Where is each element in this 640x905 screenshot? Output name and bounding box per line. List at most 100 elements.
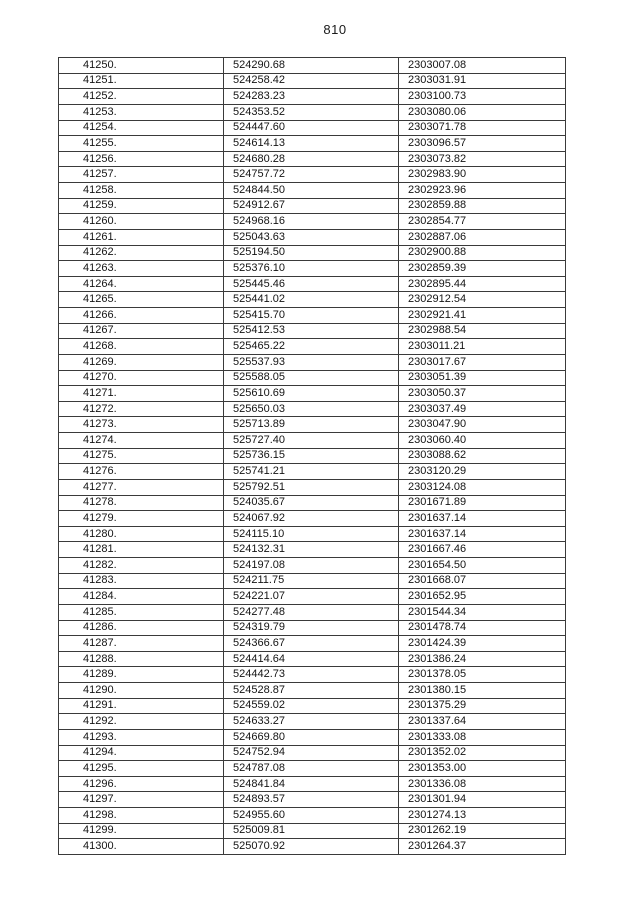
x-coordinate-cell: 525792.51 (223, 478, 399, 496)
point-id-cell: 41256. (58, 150, 224, 168)
point-id-cell: 41258. (58, 182, 224, 199)
x-coordinate-cell: 525727.40 (223, 432, 399, 449)
table-row: 41278. 524035.67 2301671.89 (58, 494, 566, 512)
point-id-cell: 41291. (58, 697, 224, 715)
x-coordinate-cell: 525376.10 (223, 260, 399, 277)
y-coordinate-cell: 2303011.21 (398, 338, 566, 355)
x-coordinate-cell: 525412.53 (223, 322, 399, 340)
point-id-cell: 41282. (58, 557, 224, 574)
point-id-cell: 41290. (58, 682, 224, 699)
point-id-cell: 41296. (58, 775, 224, 793)
point-id-cell: 41265. (58, 291, 224, 308)
table-row: 41265. 525441.02 2302912.54 (58, 291, 566, 308)
y-coordinate-cell: 2301544.34 (398, 603, 566, 621)
table-row: 41251. 524258.42 2303031.91 (58, 72, 566, 90)
y-coordinate-cell: 2301337.64 (398, 713, 566, 730)
x-coordinate-cell: 525650.03 (223, 400, 399, 418)
y-coordinate-cell: 2303060.40 (398, 432, 566, 449)
table-row: 41257. 524757.72 2302983.90 (58, 166, 566, 183)
x-coordinate-cell: 525610.69 (223, 385, 399, 402)
point-id-cell: 41287. (58, 635, 224, 652)
point-id-cell: 41252. (58, 88, 224, 105)
point-id-cell: 41260. (58, 213, 224, 230)
x-coordinate-cell: 524366.67 (223, 635, 399, 652)
x-coordinate-cell: 524614.13 (223, 135, 399, 152)
point-id-cell: 41274. (58, 432, 224, 449)
y-coordinate-cell: 2302921.41 (398, 307, 566, 324)
table-row: 41264. 525445.46 2302895.44 (58, 275, 566, 293)
table-row: 41275. 525736.15 2303088.62 (58, 447, 566, 465)
y-coordinate-cell: 2301378.05 (398, 666, 566, 683)
y-coordinate-cell: 2301352.02 (398, 744, 566, 762)
x-coordinate-cell: 525043.63 (223, 228, 399, 246)
x-coordinate-cell: 524035.67 (223, 494, 399, 512)
table-row: 41283. 524211.75 2301668.07 (58, 572, 566, 590)
point-id-cell: 41300. (58, 838, 224, 855)
x-coordinate-cell: 524353.52 (223, 103, 399, 121)
x-coordinate-cell: 524319.79 (223, 619, 399, 637)
table-row: 41273. 525713.89 2303047.90 (58, 416, 566, 433)
y-coordinate-cell: 2301671.89 (398, 494, 566, 512)
point-id-cell: 41280. (58, 525, 224, 543)
point-id-cell: 41289. (58, 666, 224, 683)
point-id-cell: 41279. (58, 510, 224, 527)
table-row: 41300. 525070.92 2301264.37 (58, 838, 566, 855)
y-coordinate-cell: 2303007.08 (398, 57, 566, 74)
point-id-cell: 41254. (58, 119, 224, 137)
y-coordinate-cell: 2303088.62 (398, 447, 566, 465)
point-id-cell: 41286. (58, 619, 224, 637)
point-id-cell: 41251. (58, 72, 224, 90)
x-coordinate-cell: 524787.08 (223, 760, 399, 777)
table-row: 41298. 524955.60 2301274.13 (58, 807, 566, 824)
point-id-cell: 41270. (58, 369, 224, 387)
point-id-cell: 41269. (58, 353, 224, 371)
y-coordinate-cell: 2303124.08 (398, 478, 566, 496)
x-coordinate-cell: 524528.87 (223, 682, 399, 699)
point-id-cell: 41268. (58, 338, 224, 355)
x-coordinate-cell: 524258.42 (223, 72, 399, 90)
table-row: 41272. 525650.03 2303037.49 (58, 400, 566, 418)
x-coordinate-cell: 524844.50 (223, 182, 399, 199)
y-coordinate-cell: 2303071.78 (398, 119, 566, 137)
point-id-cell: 41271. (58, 385, 224, 402)
y-coordinate-cell: 2302859.39 (398, 260, 566, 277)
x-coordinate-cell: 524752.94 (223, 744, 399, 762)
table-row: 41276. 525741.21 2303120.29 (58, 463, 566, 480)
y-coordinate-cell: 2303050.37 (398, 385, 566, 402)
point-id-cell: 41293. (58, 728, 224, 746)
y-coordinate-cell: 2302988.54 (398, 322, 566, 340)
y-coordinate-cell: 2303100.73 (398, 88, 566, 105)
point-id-cell: 41278. (58, 494, 224, 512)
table-row: 41296. 524841.84 2301336.08 (58, 775, 566, 793)
table-row: 41290. 524528.87 2301380.15 (58, 682, 566, 699)
table-row: 41292. 524633.27 2301337.64 (58, 713, 566, 730)
point-id-cell: 41281. (58, 541, 224, 558)
table-row: 41266. 525415.70 2302921.41 (58, 307, 566, 324)
y-coordinate-cell: 2301637.14 (398, 525, 566, 543)
x-coordinate-cell: 524447.60 (223, 119, 399, 137)
point-id-cell: 41276. (58, 463, 224, 480)
point-id-cell: 41299. (58, 822, 224, 840)
point-id-cell: 41294. (58, 744, 224, 762)
table-row: 41250. 524290.68 2303007.08 (58, 57, 566, 74)
point-id-cell: 41283. (58, 572, 224, 590)
point-id-cell: 41255. (58, 135, 224, 152)
table-row: 41270. 525588.05 2303051.39 (58, 369, 566, 387)
x-coordinate-cell: 524669.80 (223, 728, 399, 746)
x-coordinate-cell: 524680.28 (223, 150, 399, 168)
table-row: 41260. 524968.16 2302854.77 (58, 213, 566, 230)
point-id-cell: 41266. (58, 307, 224, 324)
y-coordinate-cell: 2301301.94 (398, 791, 566, 808)
x-coordinate-cell: 524115.10 (223, 525, 399, 543)
table-row: 41297. 524893.57 2301301.94 (58, 791, 566, 808)
table-row: 41252. 524283.23 2303100.73 (58, 88, 566, 105)
point-id-cell: 41284. (58, 588, 224, 605)
table-row: 41269. 525537.93 2303017.67 (58, 353, 566, 371)
y-coordinate-cell: 2302912.54 (398, 291, 566, 308)
x-coordinate-cell: 524277.48 (223, 603, 399, 621)
y-coordinate-cell: 2303073.82 (398, 150, 566, 168)
table-row: 41268. 525465.22 2303011.21 (58, 338, 566, 355)
table-row: 41258. 524844.50 2302923.96 (58, 182, 566, 199)
point-id-cell: 41298. (58, 807, 224, 824)
y-coordinate-cell: 2302900.88 (398, 244, 566, 262)
